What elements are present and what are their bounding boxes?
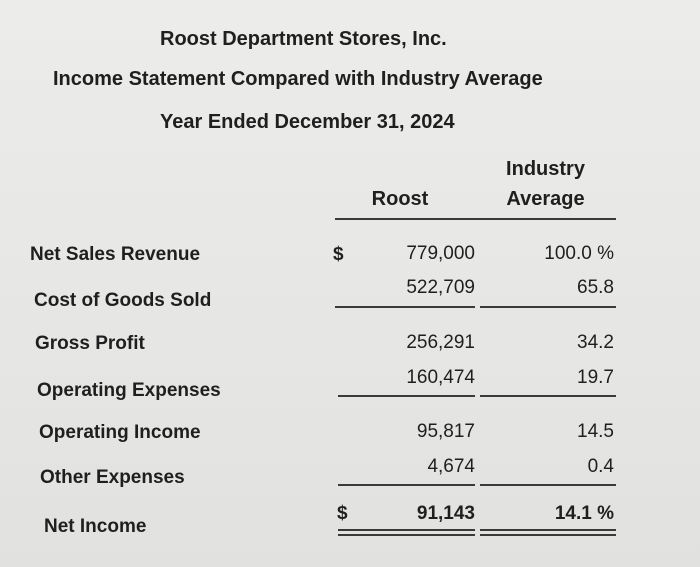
row-label-other-expenses: Other Expenses	[40, 467, 185, 488]
roost-value-gross-profit: 256,291	[406, 332, 475, 353]
roost-value-net-sales: 779,000	[406, 243, 475, 264]
column-header-industry-line1: Industry	[506, 158, 585, 180]
company-name: Roost Department Stores, Inc.	[160, 28, 447, 50]
column-header-industry: Industry Average	[488, 154, 603, 214]
subtotal-rule-net-income-roost	[338, 484, 475, 486]
row-label-net-sales: Net Sales Revenue	[30, 244, 201, 265]
roost-value-net-income: 91,143	[416, 503, 475, 524]
roost-value-operating-income: 95,817	[416, 421, 475, 442]
industry-value-net-sales: 100.0 %	[544, 243, 614, 264]
industry-value-operating-expenses: 19.7	[577, 367, 614, 388]
roost-value-operating-expenses: 160,474	[406, 367, 475, 388]
subtotal-rule-operating-income-industry	[480, 395, 616, 397]
subtotal-rule-gross-profit-roost	[335, 306, 475, 308]
industry-value-gross-profit: 34.2	[577, 332, 614, 353]
currency-symbol-net-income: $	[337, 503, 348, 524]
row-label-operating-income: Operating Income	[39, 422, 201, 443]
column-header-industry-line2: Average	[506, 188, 585, 210]
industry-value-net-income: 14.1 %	[554, 503, 614, 524]
column-header-roost: Roost	[371, 188, 429, 210]
total-double-rule-top-roost	[338, 529, 475, 531]
row-label-cogs: Cost of Goods Sold	[34, 290, 212, 311]
total-double-rule-bottom-roost	[338, 534, 475, 536]
header-rule	[335, 218, 616, 220]
subtotal-rule-gross-profit-industry	[480, 306, 616, 308]
subtotal-rule-operating-income-roost	[338, 395, 475, 397]
row-label-net-income: Net Income	[44, 516, 147, 537]
statement-period: Year Ended December 31, 2024	[160, 111, 455, 133]
total-double-rule-bottom-industry	[480, 534, 616, 536]
total-double-rule-top-industry	[480, 529, 616, 531]
row-label-operating-expenses: Operating Expenses	[37, 380, 221, 401]
roost-value-other-expenses: 4,674	[427, 456, 475, 477]
statement-title: Income Statement Compared with Industry …	[53, 68, 543, 90]
industry-value-operating-income: 14.5	[577, 421, 614, 442]
roost-value-cogs: 522,709	[406, 277, 475, 298]
currency-symbol-net-sales: $	[333, 244, 344, 265]
subtotal-rule-net-income-industry	[480, 484, 616, 486]
industry-value-other-expenses: 0.4	[587, 456, 614, 477]
industry-value-cogs: 65.8	[577, 277, 614, 298]
row-label-gross-profit: Gross Profit	[35, 333, 145, 354]
